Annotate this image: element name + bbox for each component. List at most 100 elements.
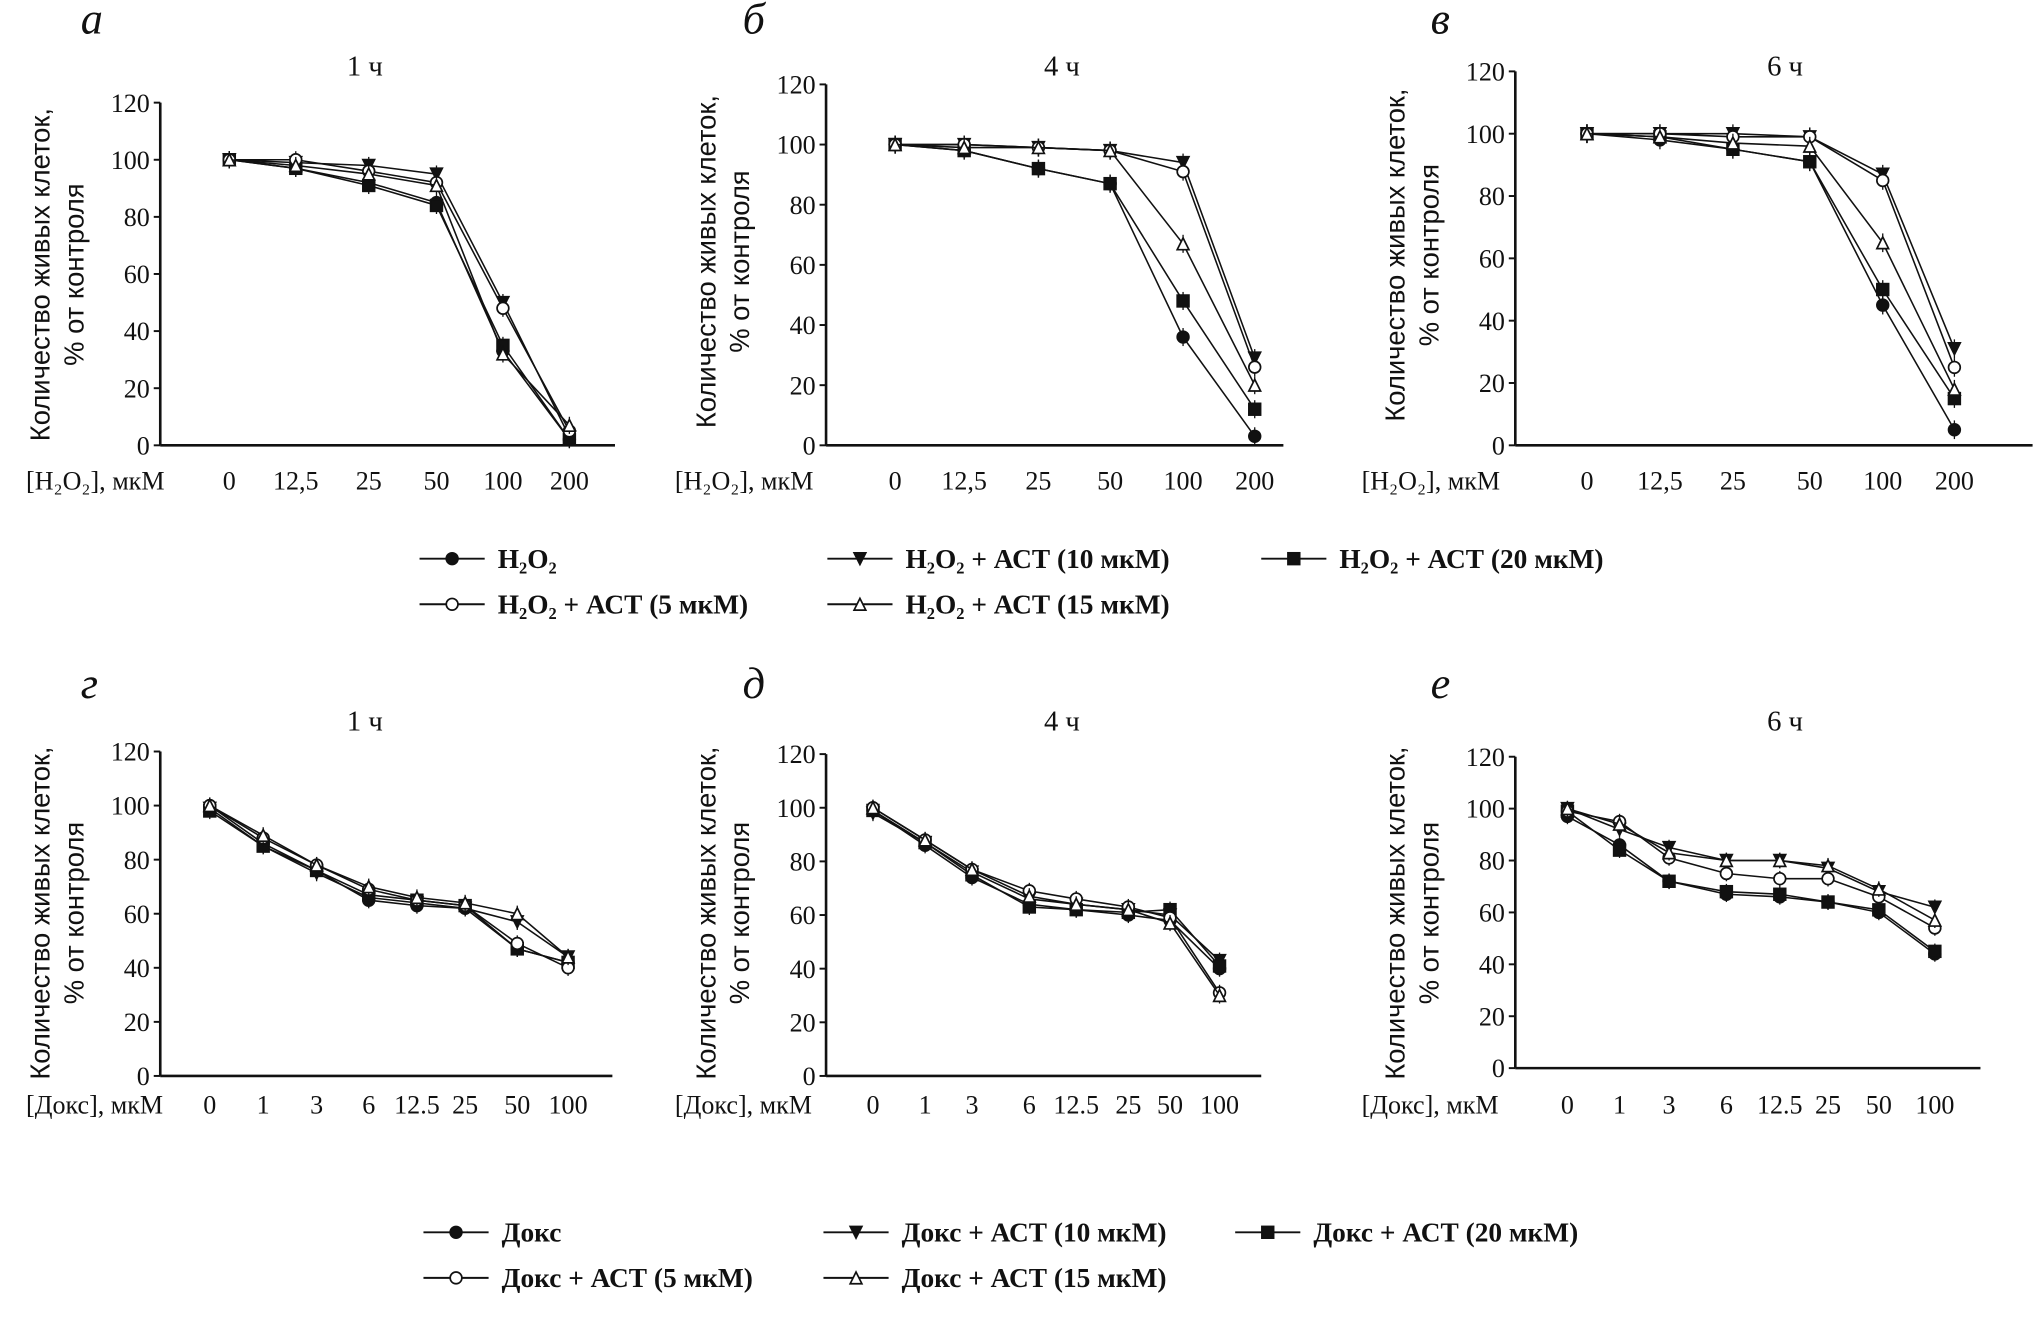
series-line: [229, 158, 571, 438]
x-tick-label: 3: [965, 1091, 978, 1120]
data-point: [1661, 844, 1677, 860]
data-point: [496, 301, 510, 315]
data-point: [1212, 987, 1227, 1003]
y-tick-label: 40: [790, 311, 816, 340]
legend-legend_doks: Докс Докс + АСТ (10 мкМ) Докс + АСТ (20 мк…: [423, 1217, 1578, 1293]
y-tick-label: 120: [111, 89, 150, 118]
x-tick-label: 12.5: [1757, 1091, 1803, 1120]
x-tick-label: 100: [1915, 1091, 1954, 1120]
y-tick-label: 80: [124, 846, 150, 875]
panel-е: е 6 ч Количество живых клеток,% от контрол…: [1362, 659, 1981, 1120]
series-line: [229, 158, 571, 441]
series-line: [872, 807, 1221, 996]
y-tick-label: 0: [137, 1062, 150, 1091]
data-point: [1875, 235, 1890, 250]
y-axis-label: % от контроля: [724, 170, 755, 352]
data-point: [1068, 896, 1084, 912]
x-tick-label: 200: [1935, 467, 1974, 496]
series-line: [1586, 132, 1956, 400]
series-4: [203, 797, 575, 976]
x-tick-label: 100: [549, 1091, 588, 1120]
series-line: [1567, 807, 1936, 921]
series-5: [202, 797, 576, 966]
series-line: [229, 158, 571, 441]
y-axis-label: Количество живых клеток,: [1380, 89, 1411, 422]
y-tick-label: 60: [1479, 244, 1505, 273]
panel-б: б 4 ч Количество живых клеток,% от контрол…: [675, 0, 1284, 496]
x-tick-label: 6: [1023, 1091, 1036, 1120]
x-tick-label: 0: [889, 467, 902, 496]
series-5: [222, 151, 577, 434]
data-point: [1612, 816, 1627, 831]
data-point: [1871, 881, 1887, 896]
y-tick-label: 80: [790, 191, 816, 220]
panel-letter: а: [81, 0, 103, 44]
series-5: [1579, 124, 1962, 399]
legend-marker: [449, 1271, 463, 1285]
legend-label: Докс + АСТ (20 мкМ): [1313, 1217, 1578, 1247]
series-5: [887, 135, 1262, 395]
y-tick-label: 60: [124, 260, 150, 289]
x-tick-label: 6: [1720, 1091, 1733, 1120]
legend-label: Докс + АСТ (15 мкМ): [902, 1263, 1167, 1293]
data-point: [1927, 900, 1943, 915]
series-line: [209, 804, 569, 969]
x-tick-label: 25: [356, 467, 382, 496]
data-point: [429, 177, 444, 193]
data-point: [1820, 857, 1836, 873]
y-tick-label: 100: [111, 146, 150, 175]
series-1: [888, 135, 1262, 446]
data-point: [1662, 874, 1676, 888]
legend-label: H₂O₂ + АСТ (15 мкМ): [906, 589, 1170, 619]
x-tick-label: 12,5: [941, 467, 987, 496]
y-tick-label: 80: [1479, 847, 1505, 876]
legend-label: H₂O₂ + АСТ (10 мкМ): [906, 544, 1170, 574]
legend-marker: [848, 1225, 864, 1241]
y-tick-label: 120: [111, 738, 150, 767]
data-point: [1928, 944, 1942, 959]
x-tick-label: 3: [1663, 1091, 1676, 1120]
y-axis-label: Количество живых клеток,: [690, 746, 721, 1079]
data-point: [1579, 125, 1595, 141]
y-axis-label: Количество живых клеток,: [1380, 746, 1411, 1079]
x-tick-label: 50: [1866, 1091, 1892, 1120]
y-tick-label: 100: [1466, 120, 1505, 149]
data-point: [1103, 176, 1117, 191]
series-line: [872, 809, 1221, 970]
data-point: [1947, 360, 1962, 375]
y-tick-label: 120: [777, 71, 816, 100]
data-point: [956, 139, 972, 155]
data-point: [1927, 912, 1943, 927]
x-tick-label: 12.5: [1053, 1091, 1099, 1120]
panel-title: 4 ч: [1044, 706, 1080, 738]
series-line: [895, 143, 1256, 437]
data-point: [1876, 282, 1890, 297]
panel-г: г 1 ч Количество живых клеток,% от контрол…: [25, 659, 613, 1120]
legend-marker: [1261, 1225, 1275, 1240]
panel-а: а 1 ч Количество живых клеток,% от контрол…: [25, 0, 615, 496]
data-point: [562, 417, 577, 433]
x-tick-label: 1: [257, 1091, 270, 1120]
x-tick-label: 0: [203, 1091, 216, 1120]
data-point: [1102, 142, 1118, 158]
series-line: [209, 804, 569, 958]
legend-marker: [852, 551, 868, 567]
data-point: [1773, 887, 1787, 901]
y-tick-label: 100: [777, 131, 816, 160]
x-tick-label: 25: [452, 1091, 478, 1120]
data-point: [1947, 342, 1962, 357]
series-line: [1567, 815, 1936, 955]
data-point: [202, 797, 218, 813]
series-5: [1560, 800, 1943, 928]
data-point: [1612, 843, 1627, 857]
y-tick-label: 100: [777, 794, 816, 823]
y-tick-label: 0: [1492, 1054, 1505, 1083]
y-tick-label: 60: [1479, 899, 1505, 928]
y-tick-label: 0: [803, 1062, 816, 1091]
x-axis-label: [H₂O₂], мкМ: [675, 467, 813, 496]
y-tick-label: 120: [1466, 743, 1505, 772]
x-tick-label: 25: [1720, 467, 1746, 496]
legend-marker: [852, 596, 868, 611]
y-tick-label: 60: [790, 251, 816, 280]
